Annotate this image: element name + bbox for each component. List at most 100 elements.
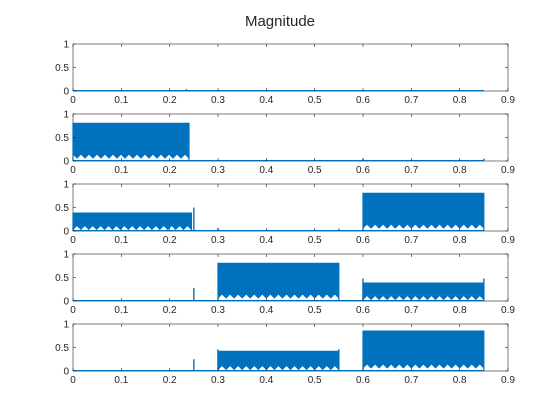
x-tick-label: 0.3 (211, 95, 225, 106)
block-outline (72, 212, 192, 231)
block-notch (391, 369, 396, 371)
block-notch (403, 229, 408, 231)
panels-layer: 0 0.1 0.2 0.3 0.4 0.5 0.6 0.7 0.8 0.900.510 0.1 0.2… (55, 40, 515, 387)
y-tick-label: 0 (63, 87, 69, 98)
block-notch (101, 159, 105, 161)
x-tick-label: 0 (70, 375, 76, 386)
y-tick-label: 0 (63, 227, 69, 238)
block-notch (403, 369, 408, 371)
y-tick-label: 1 (63, 320, 69, 331)
block-notch (411, 369, 416, 371)
x-tick-label: 0.8 (453, 375, 467, 386)
x-tick-label: 0.1 (114, 165, 128, 176)
x-tick-label: 0.3 (211, 375, 225, 386)
panel-2: 0 0.1 0.2 0.3 0.4 0.5 0.6 0.7 0.8 0.9 0 0.5 1 (55, 110, 515, 177)
block-notch (298, 299, 303, 301)
x-tick-label: 0.4 (259, 305, 273, 316)
x-tick-label: 0.7 (404, 375, 418, 386)
block-outline (217, 262, 340, 301)
block-notch (185, 159, 189, 161)
x-tick-label: 0.8 (453, 165, 467, 176)
block-notch (415, 369, 420, 371)
block-notch (181, 159, 185, 161)
x-tick-label: 0.4 (259, 165, 273, 176)
block-notch (226, 299, 231, 301)
x-tick-label: 0.3 (211, 235, 225, 246)
x-tick-label: 0.6 (356, 375, 370, 386)
y-tick-label: 0 (63, 157, 69, 168)
panel-1: 0 0.1 0.2 0.3 0.4 0.5 0.6 0.7 0.8 0.9 0 0.5 1 (55, 40, 515, 107)
block-notch (77, 159, 81, 161)
block-notch (411, 229, 416, 231)
block-notch (73, 159, 77, 161)
block-notch (334, 299, 339, 301)
block-notch (149, 159, 153, 161)
block-notch (379, 369, 384, 371)
block-notch (274, 299, 279, 301)
x-tick-label: 0.6 (356, 235, 370, 246)
x-tick-label: 0.1 (114, 305, 128, 316)
block-notch (314, 299, 319, 301)
block-outline (362, 192, 485, 231)
block-notch (161, 159, 165, 161)
x-tick-label: 0.9 (501, 235, 515, 246)
x-tick-label: 0.7 (404, 305, 418, 316)
x-tick-label: 0.8 (453, 235, 467, 246)
block-notch (109, 159, 113, 161)
x-tick-label: 0.7 (404, 165, 418, 176)
block-notch (97, 159, 101, 161)
block-fill (363, 193, 484, 229)
x-tick-label: 0.8 (453, 305, 467, 316)
block-notch (435, 369, 440, 371)
block-notch (129, 159, 133, 161)
block-notch (387, 229, 392, 231)
x-tick-label: 0.6 (356, 165, 370, 176)
x-tick-label: 0 (70, 95, 76, 106)
panel-5: 0 0.1 0.2 0.3 0.4 0.5 0.6 0.7 0.8 0.9 0 0.5 1 (55, 320, 515, 387)
block-notch (81, 159, 85, 161)
block-notch (89, 159, 93, 161)
block-notch (387, 369, 392, 371)
x-tick-label: 0 (70, 235, 76, 246)
block-notch (471, 369, 476, 371)
block-notch (363, 369, 367, 371)
block-notch (278, 299, 283, 301)
block-outline (362, 330, 485, 371)
block-notch (367, 369, 372, 371)
block-notch (363, 229, 367, 231)
x-tick-label: 0 (70, 305, 76, 316)
y-tick-label: 0.5 (55, 203, 69, 214)
block-notch (395, 369, 400, 371)
y-tick-label: 0.5 (55, 133, 69, 144)
block-fill (363, 331, 484, 369)
panel-frame (72, 43, 509, 92)
x-tick-label: 0.7 (404, 235, 418, 246)
y-tick-label: 1 (63, 180, 69, 191)
block-notch (463, 229, 468, 231)
x-tick-label: 0.9 (501, 375, 515, 386)
block-notch (282, 299, 287, 301)
block-fill (73, 123, 189, 159)
block-notch (395, 229, 400, 231)
block-notch (415, 229, 420, 231)
block-notch (290, 299, 295, 301)
block-notch (117, 159, 121, 161)
x-tick-label: 0.6 (356, 95, 370, 106)
x-tick-label: 0.5 (308, 165, 322, 176)
x-tick-label: 0.1 (114, 235, 128, 246)
block-notch (270, 299, 275, 301)
block-notch (419, 369, 424, 371)
block-notch (431, 229, 436, 231)
block-fill (73, 213, 192, 231)
block-notch (479, 369, 484, 371)
block-notch (471, 229, 476, 231)
y-tick-label: 1 (63, 250, 69, 261)
x-tick-label: 0.5 (308, 235, 322, 246)
block-notch (246, 299, 251, 301)
x-tick-label: 0.4 (259, 375, 273, 386)
block-notch (447, 369, 452, 371)
x-tick-label: 0.2 (163, 95, 177, 106)
block-notch (173, 159, 177, 161)
y-tick-label: 1 (63, 110, 69, 121)
